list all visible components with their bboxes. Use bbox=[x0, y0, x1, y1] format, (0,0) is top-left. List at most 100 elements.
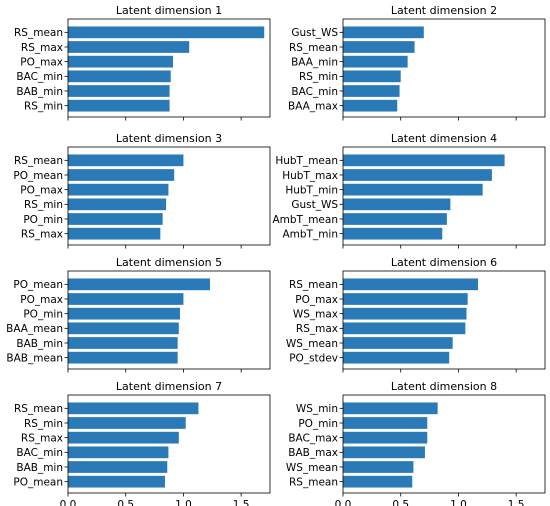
category-label: BAB_min bbox=[16, 338, 63, 350]
subplot-title: Latent dimension 2 bbox=[391, 4, 497, 17]
bar bbox=[343, 26, 424, 39]
category-label: RS_min bbox=[24, 199, 63, 211]
bar bbox=[343, 55, 408, 68]
subplot-title: Latent dimension 3 bbox=[116, 132, 222, 145]
bar bbox=[68, 475, 165, 488]
category-label: PO_max bbox=[295, 294, 338, 306]
subplot-7: Latent dimension 7 RS_mean RS_min RS_max BAC… bbox=[13, 380, 271, 506]
category-label: PO_max bbox=[20, 56, 63, 68]
category-label: BAC_min bbox=[16, 71, 63, 83]
x-tick-label: 1.5 bbox=[508, 499, 525, 506]
bar bbox=[68, 213, 163, 225]
category-label: WS_min bbox=[296, 403, 338, 415]
category-label: BAC_min bbox=[16, 447, 63, 459]
subplot-title: Latent dimension 8 bbox=[391, 380, 497, 393]
category-label: RS_max bbox=[21, 432, 63, 444]
axes-frame bbox=[342, 146, 546, 246]
bar bbox=[343, 337, 453, 349]
subplot-title: Latent dimension 6 bbox=[391, 256, 497, 269]
category-label: RS_mean bbox=[289, 279, 338, 291]
subplot-6: Latent dimension 6 RS_mean PO_max WS_max RS_… bbox=[286, 256, 546, 373]
category-label: AmbT_min bbox=[282, 228, 338, 240]
bar bbox=[68, 307, 180, 320]
subplot-3: Latent dimension 3 RS_mean PO_mean PO_max RS… bbox=[13, 132, 271, 249]
category-label: RS_mean bbox=[289, 476, 338, 488]
category-label: RS_max bbox=[296, 323, 338, 335]
subplot-title: Latent dimension 7 bbox=[116, 380, 222, 393]
category-label: RS_mean bbox=[289, 42, 338, 54]
category-label: WS_max bbox=[293, 308, 338, 320]
category-label: PO_min bbox=[23, 214, 63, 226]
subplot-2: Latent dimension 2 Gust_WS RS_mean BAA_min R… bbox=[288, 4, 546, 121]
category-label: HubT_max bbox=[282, 170, 338, 182]
category-label: HubT_mean bbox=[275, 155, 338, 167]
category-label: Gust_WS bbox=[291, 199, 338, 211]
category-label: PO_mean bbox=[13, 476, 63, 488]
category-label: RS_min bbox=[24, 100, 63, 112]
category-label: WS_mean bbox=[286, 462, 338, 474]
category-label: PO_stdev bbox=[289, 352, 338, 364]
category-label: BAA_mean bbox=[6, 323, 63, 335]
category-label: PO_min bbox=[298, 418, 338, 430]
bar bbox=[68, 337, 178, 349]
bar bbox=[343, 99, 398, 112]
bar bbox=[343, 227, 443, 240]
category-label: RS_max bbox=[21, 228, 63, 240]
bar bbox=[68, 227, 161, 240]
bar bbox=[68, 322, 179, 335]
x-tick-label: 0.5 bbox=[392, 499, 409, 506]
category-label: RS_mean bbox=[14, 403, 63, 415]
axes-frame bbox=[342, 18, 546, 118]
category-label: Gust_WS bbox=[291, 27, 338, 39]
category-label: PO_max bbox=[20, 184, 63, 196]
x-tick-label: 0.0 bbox=[335, 499, 352, 506]
category-label: WS_mean bbox=[286, 338, 338, 350]
category-label: BAC_min bbox=[291, 86, 338, 98]
category-label: PO_mean bbox=[13, 279, 63, 291]
subplot-8: Latent dimension 8 WS_min PO_min BAC_max BAB… bbox=[286, 380, 546, 506]
bar bbox=[68, 85, 170, 97]
category-label: BAB_min bbox=[16, 86, 63, 98]
bar bbox=[343, 431, 428, 444]
x-tick-label: 1.0 bbox=[450, 499, 467, 506]
bar bbox=[343, 417, 428, 429]
axes-frame bbox=[342, 270, 546, 370]
category-label: PO_max bbox=[20, 294, 63, 306]
bar bbox=[343, 41, 415, 53]
bar bbox=[343, 169, 492, 181]
bar bbox=[68, 26, 265, 39]
bar bbox=[343, 322, 466, 335]
subplot-title: Latent dimension 5 bbox=[116, 256, 222, 269]
bar bbox=[343, 183, 483, 196]
subplot-4: Latent dimension 4 HubT_mean HubT_max HubT_… bbox=[272, 132, 546, 249]
x-tick-label: 0.0 bbox=[60, 499, 77, 506]
bar bbox=[68, 278, 210, 291]
bar bbox=[68, 55, 174, 68]
category-label: BAB_min bbox=[16, 462, 63, 474]
axes-frame bbox=[67, 270, 271, 370]
category-label: PO_min bbox=[23, 308, 63, 320]
category-label: BAC_max bbox=[288, 432, 338, 444]
bar bbox=[68, 154, 184, 167]
x-tick-label: 1.0 bbox=[175, 499, 192, 506]
bar bbox=[343, 198, 451, 211]
category-label: BAA_max bbox=[288, 100, 338, 112]
bar bbox=[343, 402, 438, 415]
bar bbox=[68, 293, 184, 305]
bar bbox=[68, 431, 179, 444]
bar bbox=[68, 70, 171, 83]
bar bbox=[343, 446, 425, 459]
bar bbox=[68, 169, 175, 181]
category-label: RS_mean bbox=[14, 27, 63, 39]
category-label: RS_min bbox=[24, 418, 63, 430]
bar bbox=[68, 446, 169, 459]
category-label: RS_max bbox=[21, 42, 63, 54]
category-label: RS_min bbox=[299, 71, 338, 83]
bar bbox=[68, 183, 169, 196]
bar bbox=[68, 461, 168, 473]
bar bbox=[343, 70, 401, 83]
category-label: BAB_max bbox=[288, 447, 338, 459]
bar bbox=[343, 475, 413, 488]
bar bbox=[68, 402, 199, 415]
